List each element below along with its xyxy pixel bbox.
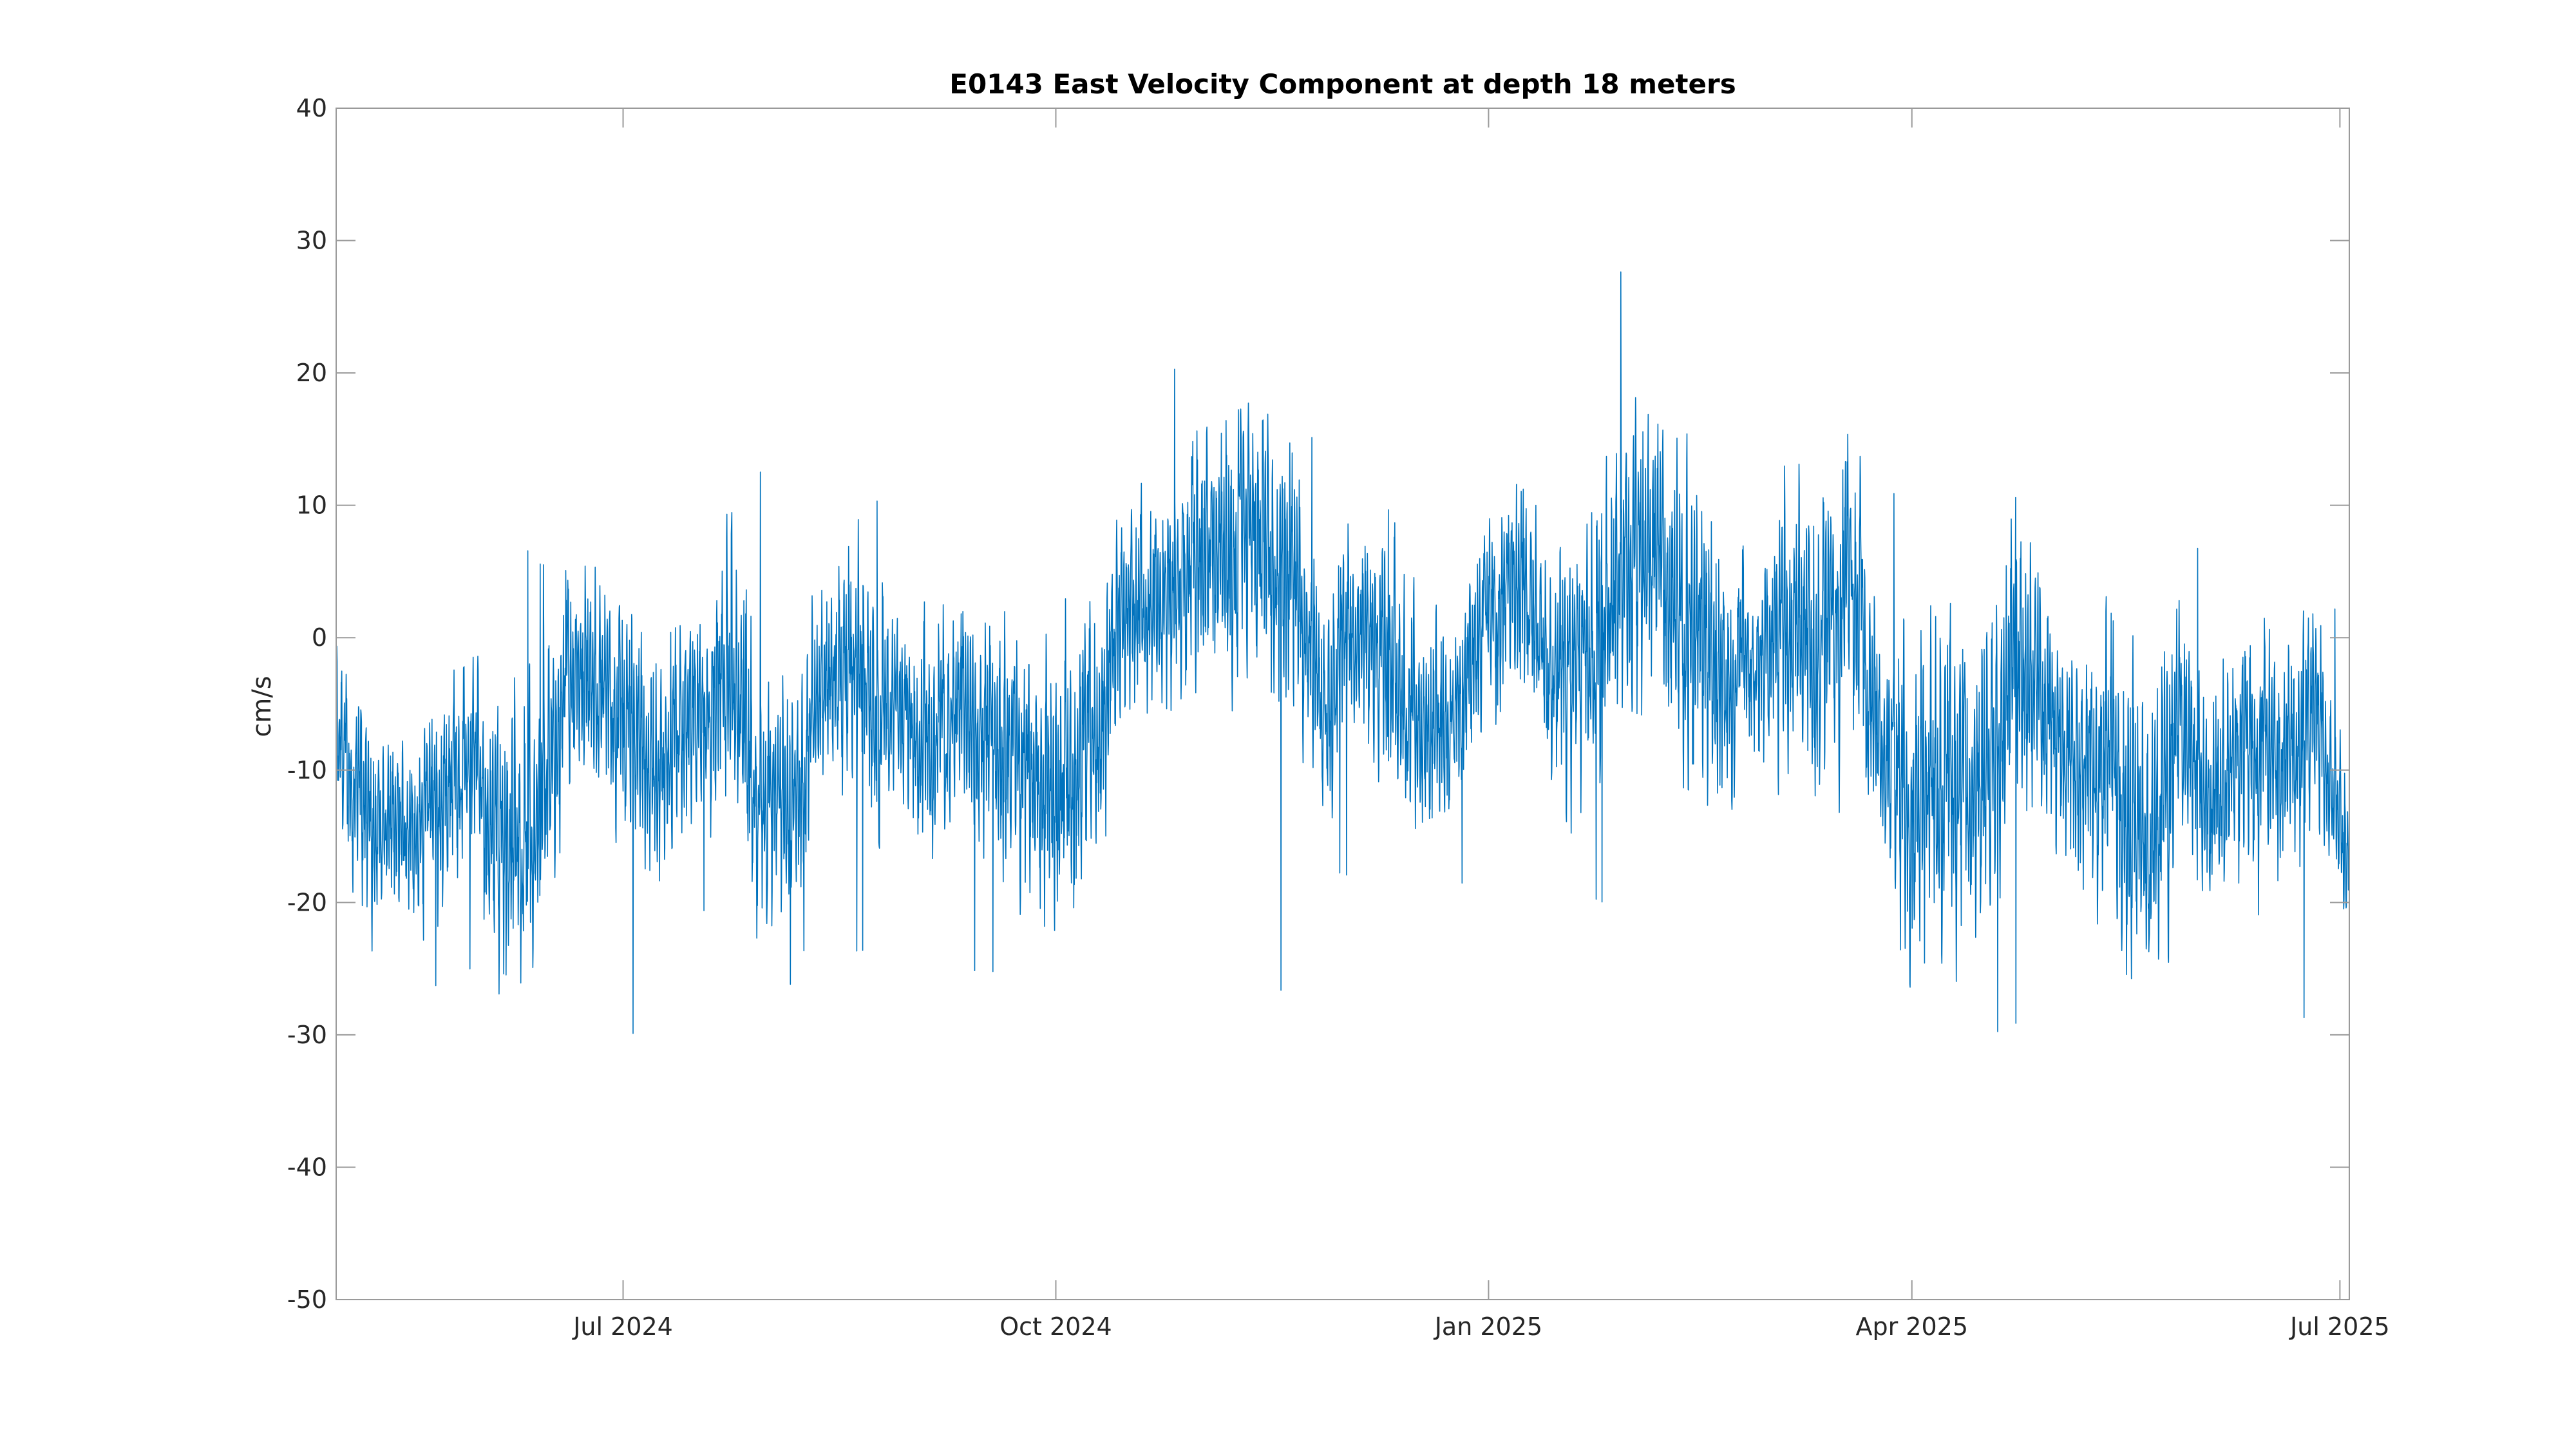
x-tick-label: Oct 2024 (999, 1312, 1112, 1341)
x-tick-label: Jul 2024 (572, 1312, 673, 1341)
series-line (336, 271, 2350, 1034)
y-tick-label: -40 (287, 1153, 327, 1181)
y-tick-label: -20 (287, 888, 327, 916)
plot-area (336, 271, 2350, 1034)
x-tick-label: Jan 2025 (1434, 1312, 1542, 1341)
y-tick-label: -50 (287, 1285, 327, 1314)
axes-box (336, 108, 2350, 1300)
y-tick-label: -30 (287, 1021, 327, 1049)
y-tick-label: 30 (296, 227, 327, 255)
axis-ticks: 40 30 20 10 0 -10 -20 -30 -40 -50 Jul 2024 Oct 2024… (287, 94, 2390, 1341)
y-tick-label: -10 (287, 756, 327, 784)
y-tick-label: 40 (296, 94, 327, 122)
x-tick-label: Jul 2025 (2289, 1312, 2390, 1341)
y-tick-label: 10 (296, 491, 327, 520)
chart-title: E0143 East Velocity Component at depth 1… (949, 68, 1736, 100)
y-tick-label: 0 (312, 623, 327, 652)
x-tick-label: Apr 2025 (1855, 1312, 1968, 1341)
y-tick-label: 20 (296, 359, 327, 387)
y-axis-label: cm/s (247, 676, 277, 737)
